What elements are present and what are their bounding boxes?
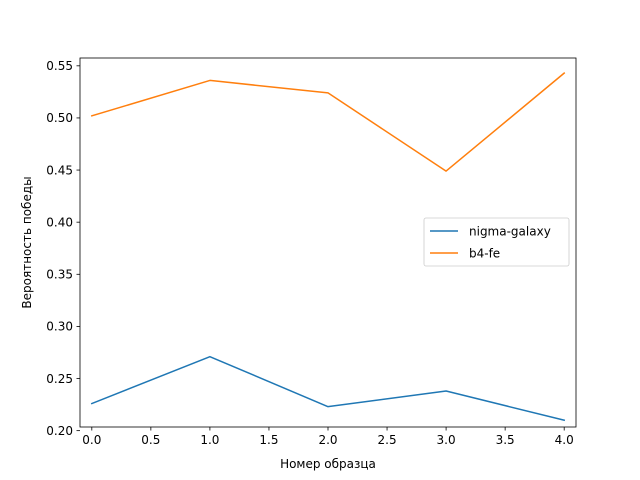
y-axis-label: Вероятность победы bbox=[20, 176, 34, 308]
series-line-2 bbox=[90, 72, 566, 172]
x-tick-label: 0.0 bbox=[82, 433, 101, 447]
x-tick-label: 1.0 bbox=[200, 433, 219, 447]
y-tick-label: 0.30 bbox=[46, 320, 73, 334]
x-tick-label: 0.5 bbox=[141, 433, 160, 447]
x-tick-label: 4.0 bbox=[555, 433, 574, 447]
legend-label: nigma-galaxy bbox=[469, 224, 551, 238]
legend-label: b4-fe bbox=[469, 246, 500, 260]
y-tick-label: 0.40 bbox=[46, 215, 73, 229]
x-tick-label: 2.0 bbox=[318, 433, 337, 447]
y-tick-label: 0.50 bbox=[46, 111, 73, 125]
series-layer bbox=[90, 72, 566, 422]
legend-box bbox=[423, 217, 570, 267]
x-tick-label: 2.5 bbox=[378, 433, 397, 447]
y-tick-label: 0.55 bbox=[46, 59, 73, 73]
series-line-1 bbox=[90, 355, 566, 422]
x-axis-label: Номер образца bbox=[280, 457, 376, 471]
x-tick-label: 1.5 bbox=[259, 433, 278, 447]
x-tick-label: 3.5 bbox=[496, 433, 515, 447]
y-axis-ticks: 0.20 0.25 0.30 0.35 0.40 0.45 0.50 0.55 bbox=[46, 59, 80, 438]
y-tick-label: 0.20 bbox=[46, 424, 73, 438]
y-tick-label: 0.45 bbox=[46, 163, 73, 177]
y-tick-label: 0.35 bbox=[46, 268, 73, 282]
x-tick-label: 3.0 bbox=[437, 433, 456, 447]
y-tick-label: 0.25 bbox=[46, 372, 73, 386]
x-axis-ticks: 0.0 0.5 1.0 1.5 2.0 2.5 3.0 3.5 4.0 bbox=[82, 427, 574, 447]
legend: nigma-galaxy b4-fe bbox=[423, 217, 570, 267]
